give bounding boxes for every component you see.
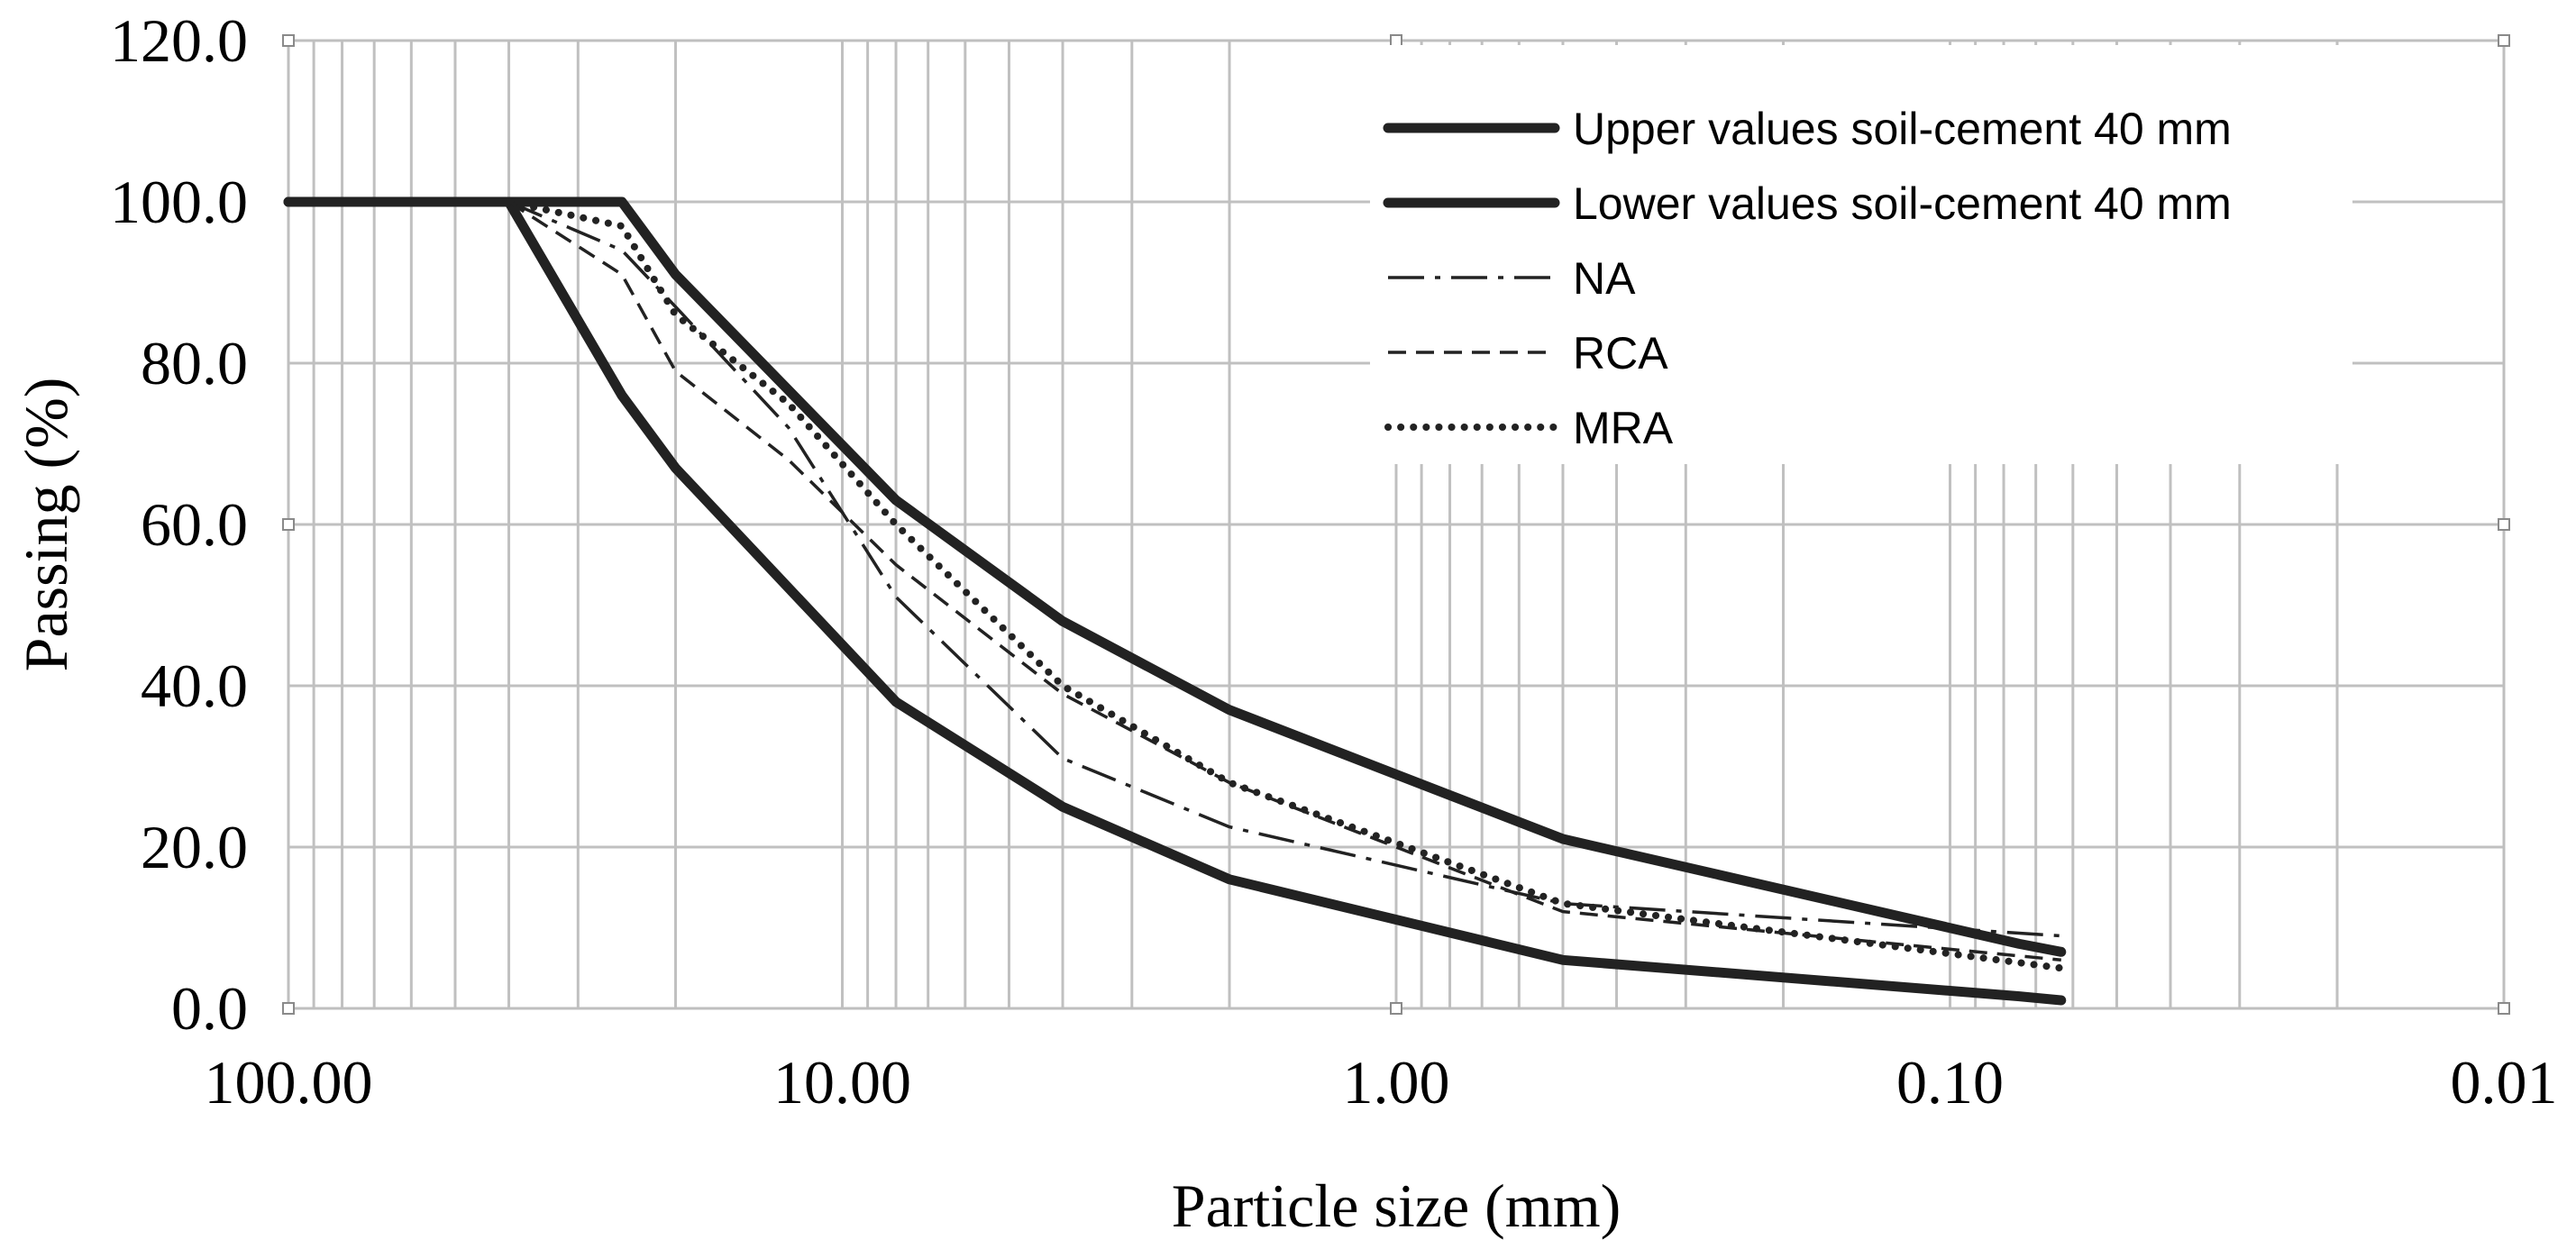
legend-label: MRA	[1573, 403, 1674, 453]
legend-background	[1370, 45, 2352, 464]
legend-label: RCA	[1573, 328, 1668, 378]
x-tick-label: 100.00	[205, 1048, 373, 1117]
series-line-lower-values-soil-cement-40-mm	[283, 196, 2067, 1006]
series-line-mra	[505, 198, 2065, 972]
y-tick-label: 0.0	[171, 974, 248, 1043]
legend: Upper values soil-cement 40 mm Lower valu…	[1370, 45, 2352, 464]
axis-layer: 0.0 20.0 40.0 60.0 80.0 100.0 120.0 100.00 10.00…	[110, 6, 2558, 1117]
legend-label: Lower values soil-cement 40 mm	[1573, 178, 2232, 229]
y-tick-label: 60.0	[141, 490, 248, 559]
frame-handle	[282, 34, 295, 47]
x-tick-label: 0.10	[1896, 1048, 2004, 1117]
x-tick-label: 10.00	[773, 1048, 911, 1117]
frame-handle	[1390, 1002, 1402, 1015]
legend-label: NA	[1573, 253, 1636, 304]
y-tick-label: 80.0	[141, 329, 248, 397]
series-line-na	[507, 200, 2061, 938]
series-line-upper-values-soil-cement-40-mm	[283, 196, 2067, 957]
series-layer	[283, 196, 2067, 1006]
legend-label: Upper values soil-cement 40 mm	[1573, 104, 2232, 154]
y-tick-label: 100.0	[110, 168, 248, 236]
frame-handle	[2498, 518, 2510, 531]
y-tick-label: 20.0	[141, 813, 248, 881]
x-tick-label: 0.01	[2451, 1048, 2558, 1117]
frame-layer	[282, 34, 2510, 1015]
frame-handle	[282, 1002, 295, 1015]
y-tick-label: 120.0	[110, 6, 248, 75]
x-axis-title: Particle size (mm)	[1172, 1171, 1621, 1240]
series-line-rca	[507, 200, 2061, 962]
y-tick-label: 40.0	[141, 652, 248, 720]
x-tick-label: 1.00	[1343, 1048, 1450, 1117]
y-axis-title: Passing (%)	[12, 378, 80, 672]
frame-handle	[282, 518, 295, 531]
frame-handle	[2498, 34, 2510, 47]
frame-handle	[2498, 1002, 2510, 1015]
frame-handle	[1390, 34, 1402, 47]
